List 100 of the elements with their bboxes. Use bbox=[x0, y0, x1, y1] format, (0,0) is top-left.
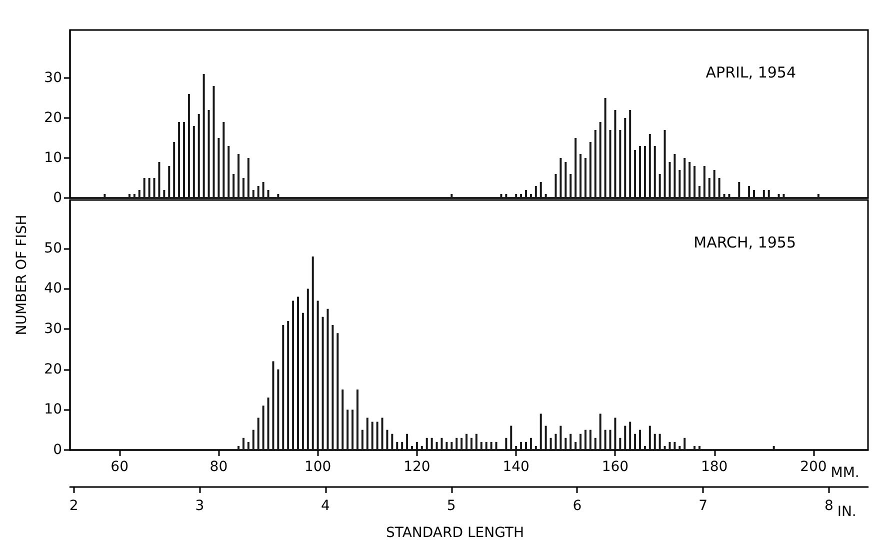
bar bbox=[510, 426, 512, 450]
bar bbox=[817, 194, 820, 198]
x-tick-label: 60 bbox=[110, 459, 128, 475]
bar bbox=[658, 434, 661, 450]
bar bbox=[228, 146, 230, 198]
bar bbox=[634, 434, 636, 450]
bar bbox=[584, 430, 586, 450]
x2-tick-label: 8 bbox=[824, 498, 834, 514]
bar bbox=[530, 438, 532, 450]
bar bbox=[782, 194, 785, 198]
bar bbox=[218, 138, 220, 198]
bar bbox=[629, 422, 632, 450]
bar bbox=[202, 74, 205, 198]
bar bbox=[748, 186, 750, 198]
y-tick-label: 20 bbox=[44, 361, 62, 378]
bar bbox=[356, 390, 358, 450]
bar bbox=[287, 320, 290, 450]
bar bbox=[544, 194, 547, 198]
bar bbox=[614, 110, 616, 198]
bar bbox=[450, 442, 453, 450]
bar bbox=[352, 410, 354, 450]
bar bbox=[644, 446, 646, 450]
bar bbox=[594, 130, 596, 198]
bar bbox=[550, 438, 552, 450]
x2-tick-label: 7 bbox=[698, 498, 708, 514]
y-tick-label: 10 bbox=[44, 150, 62, 166]
y-tick-label: 50 bbox=[44, 240, 62, 256]
bar bbox=[554, 434, 557, 450]
bar bbox=[668, 442, 671, 450]
bar bbox=[342, 390, 344, 450]
bar bbox=[466, 434, 468, 450]
y-tick-label: 0 bbox=[53, 190, 62, 206]
bar bbox=[500, 194, 502, 198]
bar bbox=[297, 296, 299, 450]
bar bbox=[252, 190, 254, 198]
bar bbox=[183, 122, 185, 198]
bar bbox=[163, 190, 166, 198]
bar bbox=[599, 414, 602, 450]
bar bbox=[396, 442, 398, 450]
y-tick-label: 30 bbox=[44, 70, 62, 86]
bar bbox=[674, 154, 676, 198]
x2-tick-label: 5 bbox=[446, 498, 456, 514]
bar bbox=[738, 182, 740, 198]
x2-tick-label: 6 bbox=[572, 498, 582, 514]
bar bbox=[470, 438, 472, 450]
y-tick-label: 10 bbox=[44, 402, 62, 418]
bar bbox=[178, 122, 180, 198]
bar bbox=[312, 256, 314, 450]
bar bbox=[594, 438, 596, 450]
bar bbox=[658, 174, 661, 198]
bar bbox=[446, 442, 448, 450]
bar bbox=[520, 442, 522, 450]
x-tick-label: 120 bbox=[404, 459, 430, 475]
x-tick-label: 80 bbox=[210, 459, 228, 475]
bar bbox=[267, 398, 270, 450]
bar bbox=[530, 194, 532, 198]
bar bbox=[664, 130, 666, 198]
bar bbox=[654, 146, 656, 198]
bar bbox=[664, 446, 666, 450]
bar bbox=[584, 158, 586, 198]
bar bbox=[346, 410, 349, 450]
bar bbox=[703, 166, 706, 198]
bar bbox=[173, 142, 176, 198]
bar bbox=[406, 434, 408, 450]
bar bbox=[753, 190, 755, 198]
bar bbox=[238, 446, 240, 450]
bar bbox=[292, 300, 294, 450]
bar bbox=[505, 438, 508, 450]
bar bbox=[534, 186, 537, 198]
bar bbox=[128, 194, 130, 198]
bar bbox=[654, 434, 656, 450]
bar bbox=[694, 446, 696, 450]
bar bbox=[639, 146, 641, 198]
bar bbox=[138, 190, 140, 198]
bar bbox=[257, 418, 260, 450]
bar bbox=[306, 288, 309, 450]
bar bbox=[257, 186, 260, 198]
bar bbox=[515, 446, 518, 450]
bar bbox=[684, 438, 686, 450]
bar bbox=[668, 162, 671, 198]
bar bbox=[336, 333, 339, 450]
bar bbox=[570, 434, 572, 450]
bar bbox=[728, 194, 730, 198]
bar bbox=[525, 190, 527, 198]
bar bbox=[133, 194, 136, 198]
bar bbox=[158, 162, 160, 198]
y-tick-label: 20 bbox=[44, 110, 62, 126]
bar bbox=[148, 178, 150, 198]
bar bbox=[540, 182, 542, 198]
bar bbox=[430, 438, 433, 450]
bar bbox=[694, 166, 696, 198]
bar bbox=[485, 442, 488, 450]
bar bbox=[188, 94, 190, 198]
bar bbox=[376, 422, 378, 450]
bar bbox=[570, 174, 572, 198]
bar bbox=[475, 434, 478, 450]
bar bbox=[624, 426, 626, 450]
bar bbox=[648, 134, 651, 198]
bar bbox=[534, 446, 537, 450]
bar bbox=[282, 325, 284, 450]
